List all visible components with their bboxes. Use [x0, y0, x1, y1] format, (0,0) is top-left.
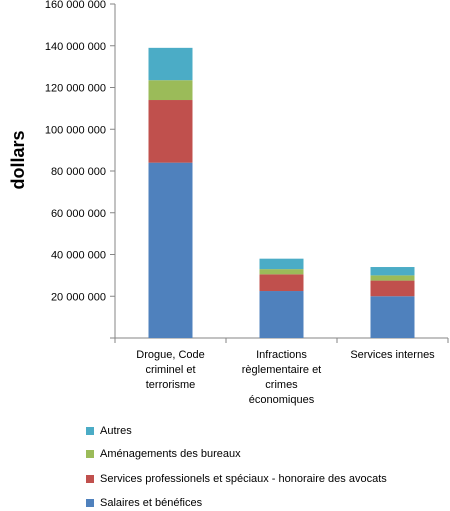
legend-label: Services professionels et spéciaux - hon… — [100, 473, 387, 485]
bar-segment — [370, 275, 415, 281]
stacked-bar-chart: 20 000 000 40 000 000 60 000 000 80 000 000… — [8, 0, 449, 406]
bar-segment — [148, 100, 193, 163]
y-axis-label: dollars — [8, 130, 28, 189]
bars — [148, 47, 415, 338]
bar-segment — [259, 269, 304, 275]
y-tick-label: 160 000 000 — [45, 0, 106, 11]
legend-label: Autres — [100, 425, 132, 437]
y-tick-label: 120 000 000 — [45, 83, 106, 95]
category-labels: Drogue, Code criminel et terrorisme Infract… — [136, 349, 435, 406]
x-tick-label: Infractions règlementaire et crimes économi… — [242, 349, 322, 406]
bar-segment — [370, 296, 415, 338]
legend-label: Aménagements des bureaux — [100, 448, 241, 460]
bar-segment — [259, 291, 304, 338]
y-tick-label: 40 000 000 — [51, 250, 106, 262]
x-axis — [114, 337, 449, 343]
legend-item: Autres — [86, 423, 132, 439]
legend-item: Salaires et bénéfices — [86, 495, 202, 511]
bar-segment — [259, 274, 304, 292]
legend-item: Aménagements des bureaux — [86, 446, 241, 462]
legend-label: Salaires et bénéfices — [100, 497, 203, 509]
bar-segment — [148, 47, 193, 81]
legend-swatch — [86, 499, 94, 507]
legend-swatch — [86, 450, 94, 458]
legend-swatch — [86, 427, 94, 435]
legend-item: Services professionels et spéciaux - hon… — [86, 471, 387, 487]
bar-segment — [259, 258, 304, 270]
bar-segment — [148, 162, 193, 338]
legend-swatch — [86, 475, 94, 483]
y-tick-label: 100 000 000 — [45, 124, 106, 136]
x-tick-label: Services internes — [350, 349, 435, 361]
y-tick-label: 60 000 000 — [51, 208, 106, 220]
bar-segment — [370, 267, 415, 276]
y-tick-label: 20 000 000 — [51, 291, 106, 303]
bar-segment — [370, 280, 415, 297]
x-tick-label: Drogue, Code criminel et terrorisme — [136, 349, 205, 391]
y-axis: 20 000 000 40 000 000 60 000 000 80 000 000… — [45, 0, 116, 339]
bar-segment — [148, 80, 193, 101]
y-tick-label: 140 000 000 — [45, 41, 106, 53]
y-tick-label: 80 000 000 — [51, 166, 106, 178]
